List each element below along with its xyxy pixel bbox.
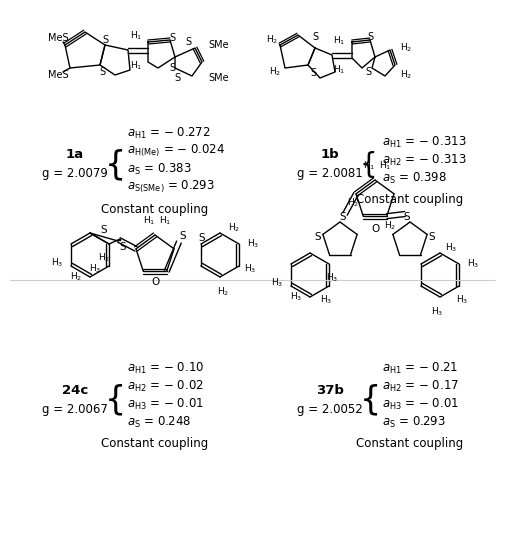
Text: S: S [120,242,126,252]
Text: SMe: SMe [208,40,229,50]
Text: H$_2$: H$_2$ [70,271,82,283]
Text: g = 2.0067: g = 2.0067 [42,403,108,415]
Text: H$_1$: H$_1$ [333,35,345,47]
Text: H$_2$: H$_2$ [217,285,229,298]
Text: $a_{\mathrm{H1}}$ = − 0.313: $a_{\mathrm{H1}}$ = − 0.313 [382,134,467,150]
Text: H$_1$: H$_1$ [143,214,155,227]
Text: H$_3$: H$_3$ [290,291,302,303]
Text: H$_3$: H$_3$ [89,263,101,275]
Text: H$_1$: H$_1$ [333,64,345,76]
Text: S: S [100,225,107,235]
Text: H$_3$: H$_3$ [456,294,468,306]
Text: MeS: MeS [48,33,69,43]
Text: S: S [365,67,371,77]
Text: $a_{\mathrm{H2}}$ = − 0.02: $a_{\mathrm{H2}}$ = − 0.02 [127,378,204,394]
Text: H$_1$: H$_1$ [159,214,171,227]
Text: Constant coupling: Constant coupling [357,194,464,206]
Text: S: S [312,32,318,42]
Text: $a_{\mathrm{H(Me)}}$ = − 0.024: $a_{\mathrm{H(Me)}}$ = − 0.024 [127,143,225,159]
Text: S: S [310,68,316,78]
Text: S: S [174,73,180,83]
Text: H$_2$: H$_2$ [347,197,359,210]
Text: S: S [429,233,435,243]
Text: $a_{\mathrm{H2}}$ = − 0.17: $a_{\mathrm{H2}}$ = − 0.17 [382,378,459,394]
Text: H$_3$: H$_3$ [431,305,443,317]
Text: {: { [105,383,126,416]
Text: H$_3$: H$_3$ [247,238,260,250]
Text: 37b: 37b [316,383,344,397]
Text: O: O [151,277,159,287]
Text: S: S [340,212,346,222]
Text: $a_{\mathrm{H1}}$ = − 0.272: $a_{\mathrm{H1}}$ = − 0.272 [127,125,211,141]
Text: Constant coupling: Constant coupling [102,202,209,216]
Text: S: S [99,67,105,77]
Text: H$_1$: H$_1$ [130,59,142,72]
Text: {: { [360,151,378,179]
Text: H$_2$: H$_2$ [266,34,278,46]
Text: SMe: SMe [208,73,229,83]
Text: $a_{\mathrm{S}}$ = 0.293: $a_{\mathrm{S}}$ = 0.293 [382,415,446,430]
Text: $a_{\mathrm{H3}}$ = − 0.01: $a_{\mathrm{H3}}$ = − 0.01 [127,397,204,411]
Text: {: { [360,383,381,416]
Text: H$_2$: H$_2$ [400,42,412,54]
Text: S: S [403,212,410,222]
Text: H$_3$: H$_3$ [445,242,458,254]
Text: H$_2$: H$_2$ [384,219,396,232]
Text: O: O [371,224,379,234]
Text: g = 2.0079: g = 2.0079 [42,168,108,180]
Text: S: S [198,233,206,243]
Text: H$_2$: H$_2$ [228,222,240,234]
Text: $a_{\mathrm{S(SMe)}}$ = 0.293: $a_{\mathrm{S(SMe)}}$ = 0.293 [127,179,215,195]
Text: $a_{\mathrm{S}}$ = 0.248: $a_{\mathrm{S}}$ = 0.248 [127,415,191,430]
Text: S: S [102,35,108,45]
Text: H$_3$: H$_3$ [244,263,257,275]
Text: $a_{\mathrm{H3}}$ = − 0.01: $a_{\mathrm{H3}}$ = − 0.01 [382,397,459,411]
Text: 1b: 1b [321,148,339,162]
Text: {: { [105,148,126,182]
Text: MeS: MeS [48,70,69,80]
Text: $a_{\mathrm{H2}}$ = − 0.313: $a_{\mathrm{H2}}$ = − 0.313 [382,152,467,168]
Text: H$_1$: H$_1$ [130,30,142,42]
Text: Constant coupling: Constant coupling [357,437,464,450]
Text: S: S [367,32,373,42]
Text: g = 2.0052: g = 2.0052 [297,403,363,415]
Text: H$_3$: H$_3$ [271,277,283,289]
Text: Constant coupling: Constant coupling [102,437,209,450]
Text: S: S [185,37,191,47]
Text: $a_{\mathrm{S}}$ = 0.398: $a_{\mathrm{S}}$ = 0.398 [382,170,447,185]
Text: g = 2.0081: g = 2.0081 [297,168,363,180]
Text: H$_3$: H$_3$ [50,257,63,270]
Text: H$_2$: H$_2$ [269,66,281,78]
Text: H$_1$: H$_1$ [363,160,375,172]
Text: H$_3$: H$_3$ [320,294,332,306]
Text: H$_3$: H$_3$ [326,272,338,284]
Text: S: S [169,63,175,73]
Text: 1a: 1a [66,148,84,162]
Text: H$_2$: H$_2$ [98,252,110,265]
Text: S: S [315,233,321,243]
Text: H$_3$: H$_3$ [467,258,479,270]
Text: H$_2$: H$_2$ [400,69,412,81]
Text: S: S [180,231,186,241]
Text: $a_{\mathrm{S}}$ = 0.383: $a_{\mathrm{S}}$ = 0.383 [127,162,192,177]
Text: $a_{\mathrm{H1}}$ = − 0.21: $a_{\mathrm{H1}}$ = − 0.21 [382,360,459,376]
Text: 24c: 24c [62,383,88,397]
Text: H$_1$: H$_1$ [379,160,391,172]
Text: S: S [169,33,175,43]
Text: $a_{\mathrm{H1}}$ = − 0.10: $a_{\mathrm{H1}}$ = − 0.10 [127,360,204,376]
